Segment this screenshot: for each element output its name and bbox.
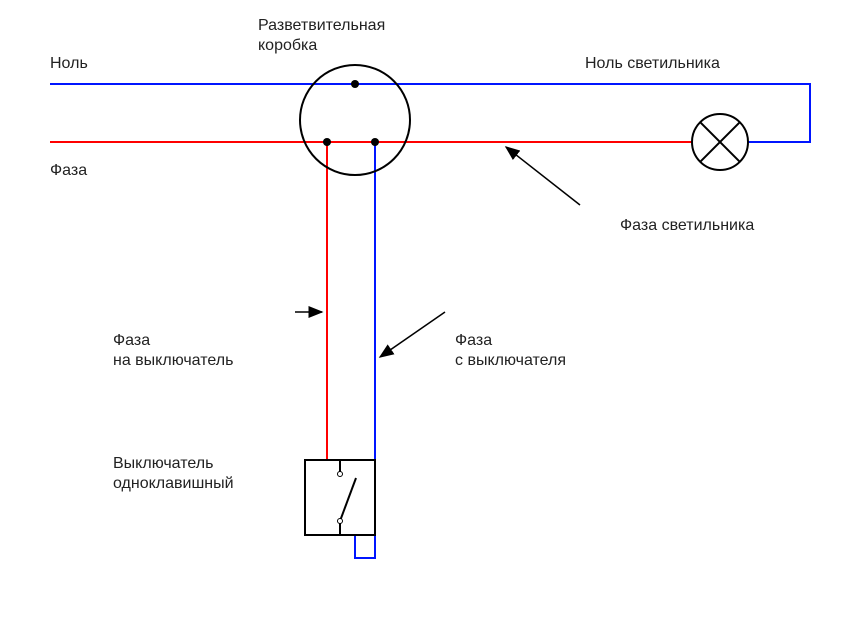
wiring-diagram: Разветвительнаякоробка Ноль Фаза Ноль св…	[0, 0, 856, 642]
label-phase-from-switch: Фазас выключателя	[455, 332, 566, 369]
label-junction-box: Разветвительнаякоробка	[258, 17, 385, 54]
label-neutral-lamp: Ноль светильника	[585, 55, 720, 72]
arrow-phase-lamp	[506, 147, 580, 205]
label-switch: Выключательодноклавишный	[113, 455, 234, 492]
label-neutral-in: Ноль	[50, 55, 88, 72]
label-phase-lamp: Фаза светильника	[620, 217, 754, 234]
label-phase-to-switch: Фазана выключатель	[113, 332, 233, 369]
arrow-phase-from-switch	[380, 312, 445, 357]
lamp-symbol	[692, 114, 748, 170]
switch-symbol	[305, 460, 375, 535]
label-phase-in: Фаза	[50, 162, 87, 179]
